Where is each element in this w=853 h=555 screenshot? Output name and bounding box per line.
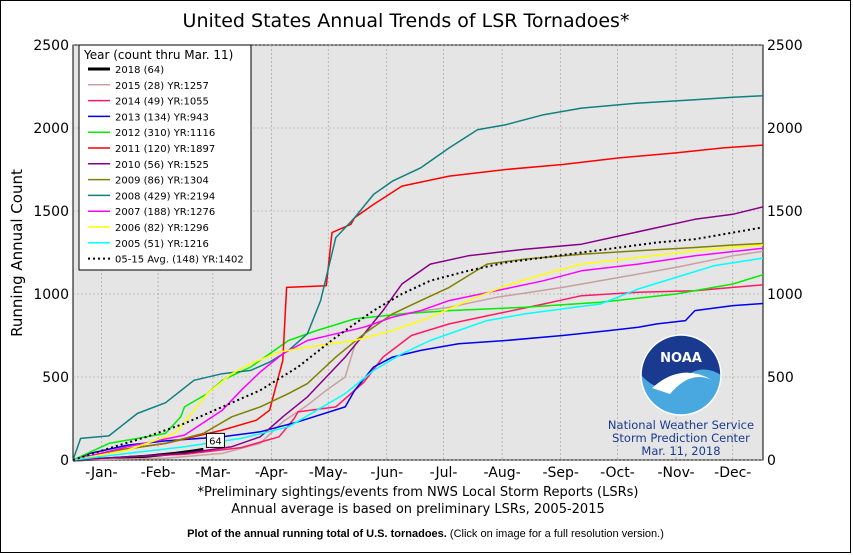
legend-box [78,44,252,271]
grid-lines [73,44,763,461]
series-line-2 [72,284,764,461]
x-tick-label-5: -Jun- [370,465,403,481]
legend-label-3: 2013 (134) YR:943 [115,112,209,123]
x-tick-label-8: -Sep- [542,465,579,481]
y-tick-label-left-3: 1500 [33,204,69,220]
legend-label-1: 2015 (28) YR:1257 [115,81,209,92]
y-tick-label-right-3: 1500 [767,204,803,220]
x-tick-label-10: -Nov- [658,465,695,481]
x-tick-label-7: -Aug- [484,465,521,481]
agency-line-1: National Weather Service [608,418,754,432]
series-line-3 [72,302,764,461]
x-axis: -Jan- -Feb- -Mar- -Apr- -May- -Jun- -Jul- -Aug-… [85,465,751,481]
series-line-6 [72,206,764,461]
legend-label-12: 05-15 Avg. (148) YR:1402 [115,255,244,266]
y-tick-label-right-2: 1000 [767,287,803,303]
legend: Year (count thru Mar. 11) 2018 (64) 2015 … [78,44,252,271]
y-axis-left: 0 500 1000 1500 2000 2500 [33,38,69,469]
footnote-2: Annual average is based on preliminary L… [231,502,605,517]
series-line-12 [72,226,764,461]
footnote-1: *Preliminary sightings/events from NWS L… [197,485,638,500]
x-tick-label-11: -Dec- [714,465,751,481]
noaa-logo-text: NOAA [660,351,702,366]
y-tick-label-right-4: 2000 [767,121,803,137]
agency-line-3: Mar. 11, 2018 [641,444,720,458]
legend-label-5: 2011 (120) YR:1897 [115,144,215,155]
legend-title: Year (count thru Mar. 11) [83,48,233,62]
legend-label-4: 2012 (310) YR:1116 [115,128,215,139]
legend-label-0: 2018 (64) [115,65,164,76]
x-tick-label-6: -Jul- [430,465,458,481]
y-tick-label-left-0: 0 [60,453,69,469]
y-tick-label-right-1: 500 [767,370,794,386]
y-tick-label-right-0: 0 [767,453,776,469]
y-axis-right: 0 500 1000 1500 2000 2500 [767,38,803,469]
y-tick-label-left-1: 500 [42,370,69,386]
x-tick-label-9: -Oct- [600,465,635,481]
series-line-9 [72,247,764,461]
legend-items: 2018 (64) 2015 (28) YR:1257 2014 (49) YR:1… [88,65,244,266]
lsr-tornado-chart: United States Annual Trends of LSR Torna… [8,10,803,517]
series-line-11 [72,257,764,461]
legend-label-2: 2014 (49) YR:1055 [115,97,209,108]
series-lines [72,95,764,462]
legend-label-9: 2007 (188) YR:1276 [115,207,215,218]
legend-label-6: 2010 (56) YR:1525 [115,160,209,171]
legend-label-11: 2005 (51) YR:1216 [115,239,209,250]
series-line-8 [72,95,764,461]
series-line-4 [72,273,764,461]
agency-line-2: Storm Prediction Center [612,431,750,445]
y-tick-label-left-5: 2500 [33,38,69,54]
legend-label-7: 2009 (86) YR:1304 [115,176,209,187]
y-tick-label-left-4: 2000 [33,121,69,137]
series-line-7 [72,242,764,461]
chart-caption: Plot of the annual running total of U.S.… [0,528,851,540]
annotation-box [205,432,225,448]
legend-label-10: 2006 (82) YR:1296 [115,223,209,234]
annotation-callout: 64 [205,432,225,448]
caption-normal: (Click on image for a full resolution ve… [446,528,664,540]
x-tick-label-2: -Mar- [195,465,231,481]
series-line-10 [72,244,764,461]
chart-title: United States Annual Trends of LSR Torna… [183,10,630,32]
annotation-text: 64 [209,436,222,447]
y-tick-label-left-2: 1000 [33,287,69,303]
caption-bold: Plot of the annual running total of U.S.… [187,528,447,540]
y-tick-label-right-5: 2500 [767,38,803,54]
x-tick-label-3: -Apr- [255,465,288,481]
legend-label-8: 2008 (429) YR:2194 [115,191,215,202]
noaa-logo: NOAA [640,334,722,416]
x-tick-label-4: -May- [309,465,348,481]
y-axis-label: Running Annual Count [8,169,26,337]
series-line-5 [72,144,764,461]
x-tick-label-0: -Jan- [85,465,117,481]
x-tick-label-1: -Feb- [141,465,176,481]
